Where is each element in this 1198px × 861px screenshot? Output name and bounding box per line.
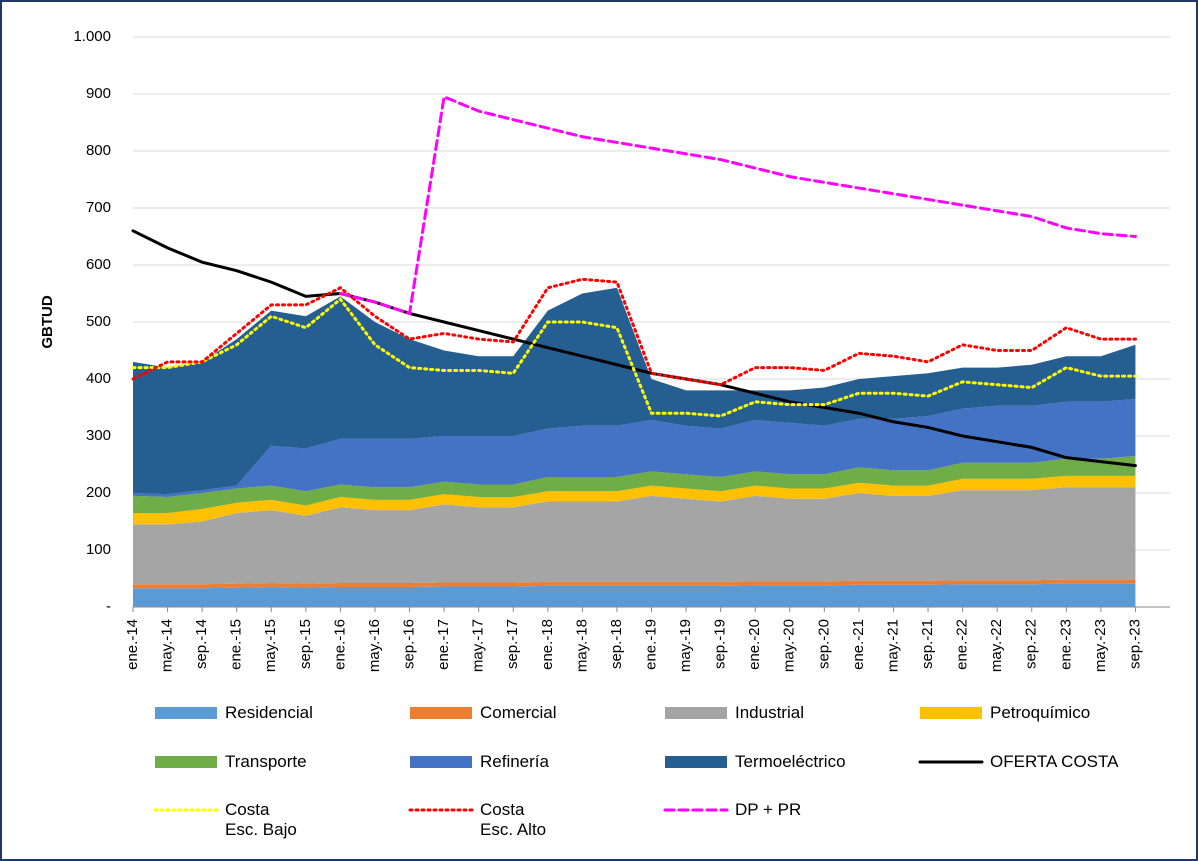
- legend-swatch: [665, 707, 727, 719]
- y-tick-label: 800: [86, 142, 111, 159]
- y-tick-label: 500: [86, 313, 111, 330]
- y-tick-label: 200: [86, 484, 111, 501]
- x-tick-label: sep.-21: [919, 619, 936, 669]
- x-tick-label: sep.-16: [401, 619, 418, 669]
- legend-swatch: [410, 756, 472, 768]
- legend-label: Refinería: [480, 752, 549, 771]
- x-tick-label: may.-21: [884, 619, 901, 672]
- legend-label: Industrial: [735, 703, 804, 722]
- legend-swatch: [920, 707, 982, 719]
- x-tick-label: may.-23: [1092, 619, 1109, 672]
- x-tick-label: ene.-20: [746, 619, 763, 670]
- y-tick-label: 300: [86, 427, 111, 444]
- x-tick-label: sep.-20: [815, 619, 832, 669]
- x-tick-label: sep.-14: [193, 619, 210, 669]
- x-tick-label: ene.-15: [228, 619, 245, 670]
- legend-label: Transporte: [225, 752, 307, 771]
- x-tick-label: ene.-16: [331, 619, 348, 670]
- x-tick-label: ene.-18: [539, 619, 556, 670]
- x-tick-label: may.-20: [781, 619, 798, 672]
- x-tick-label: sep.-15: [297, 619, 314, 669]
- y-tick-label: 700: [86, 199, 111, 216]
- legend-swatch: [665, 756, 727, 768]
- line-series: [338, 94, 1137, 316]
- x-tick-label: may.-22: [988, 619, 1005, 672]
- x-tick-label: sep.-19: [712, 619, 729, 669]
- legend-label: DP + PR: [735, 800, 802, 819]
- x-tick-label: sep.-18: [608, 619, 625, 669]
- legend-label: Residencial: [225, 703, 313, 722]
- y-tick-label: 100: [86, 541, 111, 558]
- legend-swatch: [155, 707, 217, 719]
- area-series: [133, 583, 1136, 607]
- x-tick-label: ene.-21: [850, 619, 867, 670]
- x-tick-label: ene.-22: [954, 619, 971, 670]
- x-tick-label: sep.-22: [1023, 619, 1040, 669]
- y-axis-label: GBTUD: [39, 295, 56, 348]
- legend-label: Comercial: [480, 703, 557, 722]
- y-tick-label: 600: [86, 256, 111, 273]
- y-tick-label: 1.000: [73, 28, 111, 45]
- y-tick-label: 900: [86, 85, 111, 102]
- area-series: [133, 287, 1136, 495]
- area-series: [133, 475, 1136, 525]
- x-tick-label: may.-17: [470, 619, 487, 672]
- legend-label: Costa Esc. Alto: [480, 800, 547, 839]
- x-tick-label: sep.-23: [1126, 619, 1143, 669]
- x-tick-label: may.-19: [677, 619, 694, 672]
- area-series: [133, 579, 1136, 589]
- x-tick-label: ene.-23: [1057, 619, 1074, 670]
- y-tick-label: 400: [86, 370, 111, 387]
- x-tick-label: may.-15: [262, 619, 279, 672]
- legend-swatch: [410, 707, 472, 719]
- legend-swatch: [155, 756, 217, 768]
- x-tick-label: sep.-17: [504, 619, 521, 669]
- area-series: [133, 455, 1136, 513]
- y-tick-label: -: [106, 598, 111, 615]
- x-tick-label: may.-18: [573, 619, 590, 672]
- x-tick-label: may.-14: [159, 619, 176, 672]
- x-tick-label: ene.-14: [124, 619, 141, 670]
- area-series: [133, 487, 1136, 585]
- legend-label: Costa Esc. Bajo: [225, 800, 297, 839]
- x-tick-label: ene.-17: [435, 619, 452, 670]
- legend-label: Termoeléctrico: [735, 752, 846, 771]
- x-tick-label: ene.-19: [642, 619, 659, 670]
- legend-label: Petroquímico: [990, 703, 1091, 722]
- line-series: [131, 297, 1137, 418]
- x-tick-label: may.-16: [366, 619, 383, 672]
- area-series: [133, 398, 1136, 497]
- legend-label: OFERTA COSTA: [990, 752, 1119, 771]
- line-series: [131, 277, 1137, 387]
